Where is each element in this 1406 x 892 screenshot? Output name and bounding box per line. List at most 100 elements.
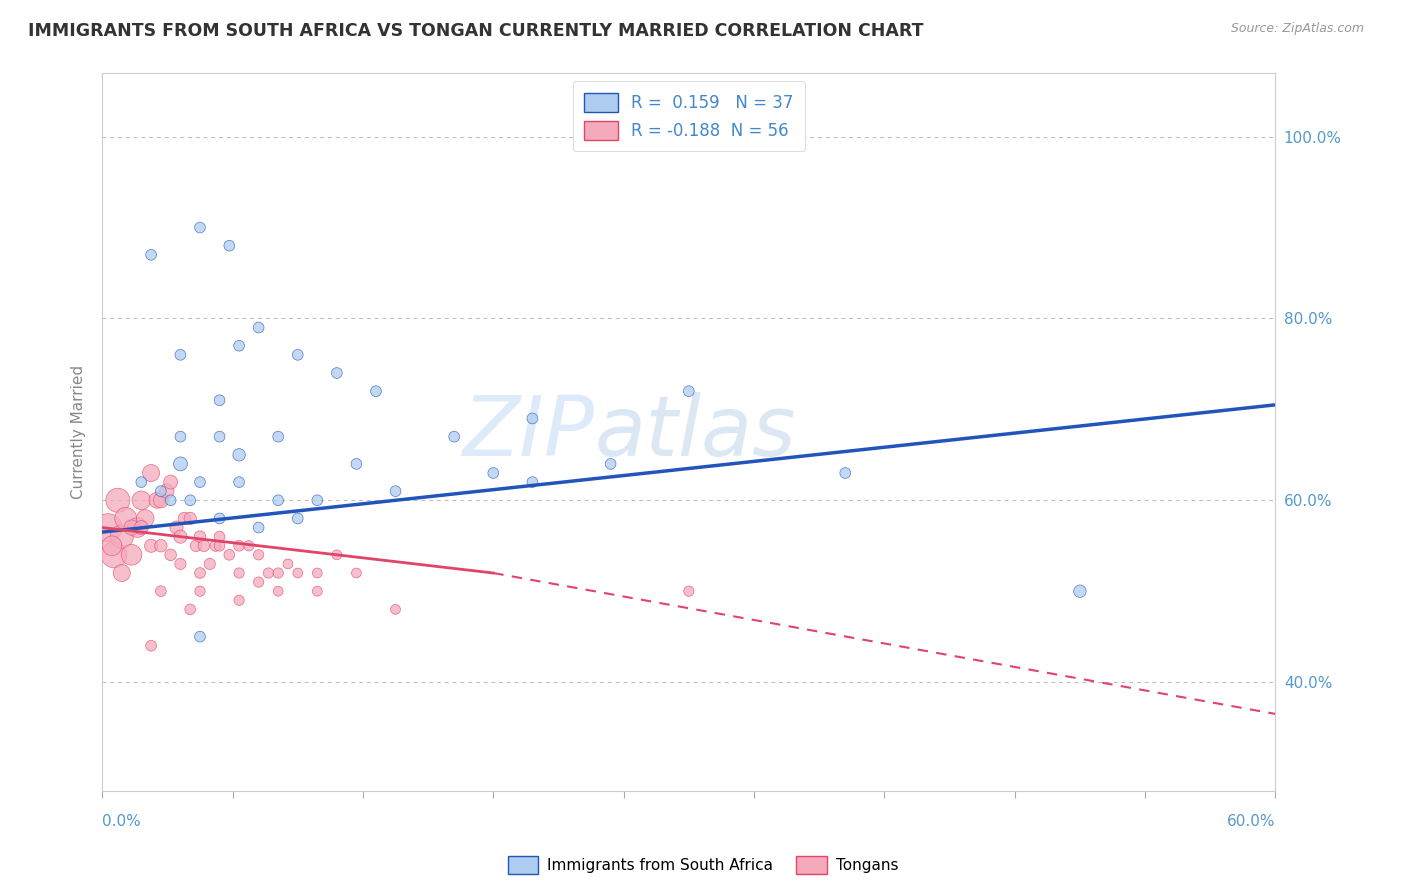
Point xyxy=(482,466,505,480)
Point xyxy=(149,493,172,508)
Point xyxy=(188,584,211,599)
Point xyxy=(307,493,329,508)
Point xyxy=(599,457,621,471)
Point xyxy=(101,539,124,553)
Point xyxy=(111,566,134,580)
Point xyxy=(103,548,125,562)
Point xyxy=(121,548,143,562)
Point xyxy=(267,566,290,580)
Point xyxy=(208,511,231,525)
Point xyxy=(208,430,231,444)
Point xyxy=(131,520,153,534)
Point xyxy=(247,520,270,534)
Point xyxy=(208,530,231,544)
Point xyxy=(169,457,191,471)
Point xyxy=(159,548,181,562)
Point xyxy=(97,520,120,534)
Point xyxy=(127,520,149,534)
Point xyxy=(228,339,250,353)
Point xyxy=(238,539,260,553)
Point xyxy=(169,530,191,544)
Point xyxy=(139,639,162,653)
Text: atlas: atlas xyxy=(595,392,797,473)
Point xyxy=(228,539,250,553)
Point xyxy=(277,557,299,571)
Point xyxy=(218,238,240,252)
Point xyxy=(208,539,231,553)
Point xyxy=(156,484,179,499)
Point xyxy=(184,539,207,553)
Point xyxy=(111,530,134,544)
Y-axis label: Currently Married: Currently Married xyxy=(72,365,86,500)
Point xyxy=(159,493,181,508)
Point xyxy=(267,584,290,599)
Point xyxy=(166,520,188,534)
Text: Source: ZipAtlas.com: Source: ZipAtlas.com xyxy=(1230,22,1364,36)
Point xyxy=(139,248,162,262)
Point xyxy=(146,493,169,508)
Point xyxy=(159,475,181,489)
Text: 60.0%: 60.0% xyxy=(1227,814,1275,829)
Point xyxy=(678,584,700,599)
Text: ZIP: ZIP xyxy=(463,392,595,473)
Point xyxy=(522,411,544,425)
Point xyxy=(139,466,162,480)
Point xyxy=(208,393,231,408)
Point xyxy=(179,493,201,508)
Point xyxy=(228,475,250,489)
Point xyxy=(1069,584,1091,599)
Point xyxy=(344,457,367,471)
Point xyxy=(247,548,270,562)
Point xyxy=(198,557,221,571)
Point xyxy=(173,511,195,525)
Point xyxy=(149,484,172,499)
Point xyxy=(267,493,290,508)
Point xyxy=(149,584,172,599)
Point xyxy=(179,602,201,616)
Point xyxy=(344,566,367,580)
Point xyxy=(188,220,211,235)
Point xyxy=(107,493,129,508)
Point xyxy=(218,548,240,562)
Point xyxy=(169,557,191,571)
Point xyxy=(287,566,309,580)
Point xyxy=(149,539,172,553)
Point xyxy=(834,466,856,480)
Point xyxy=(169,348,191,362)
Point xyxy=(678,384,700,399)
Point xyxy=(287,348,309,362)
Point xyxy=(134,511,156,525)
Point xyxy=(326,366,349,380)
Point xyxy=(193,539,215,553)
Point xyxy=(522,475,544,489)
Point xyxy=(188,630,211,644)
Legend: R =  0.159   N = 37, R = -0.188  N = 56: R = 0.159 N = 37, R = -0.188 N = 56 xyxy=(572,81,806,152)
Point xyxy=(121,520,143,534)
Text: 0.0%: 0.0% xyxy=(103,814,141,829)
Point xyxy=(247,575,270,590)
Point xyxy=(257,566,280,580)
Point xyxy=(307,584,329,599)
Point xyxy=(169,430,191,444)
Point xyxy=(384,602,406,616)
Text: IMMIGRANTS FROM SOUTH AFRICA VS TONGAN CURRENTLY MARRIED CORRELATION CHART: IMMIGRANTS FROM SOUTH AFRICA VS TONGAN C… xyxy=(28,22,924,40)
Point xyxy=(443,430,465,444)
Point xyxy=(326,548,349,562)
Point xyxy=(307,566,329,580)
Point xyxy=(267,430,290,444)
Point xyxy=(204,539,226,553)
Point xyxy=(384,484,406,499)
Point xyxy=(364,384,387,399)
Point xyxy=(114,511,136,525)
Point xyxy=(228,448,250,462)
Point xyxy=(188,475,211,489)
Point xyxy=(131,493,153,508)
Legend: Immigrants from South Africa, Tongans: Immigrants from South Africa, Tongans xyxy=(502,850,904,880)
Point xyxy=(188,530,211,544)
Point xyxy=(247,320,270,334)
Point xyxy=(228,566,250,580)
Point xyxy=(179,511,201,525)
Point xyxy=(228,593,250,607)
Point xyxy=(188,566,211,580)
Point xyxy=(139,539,162,553)
